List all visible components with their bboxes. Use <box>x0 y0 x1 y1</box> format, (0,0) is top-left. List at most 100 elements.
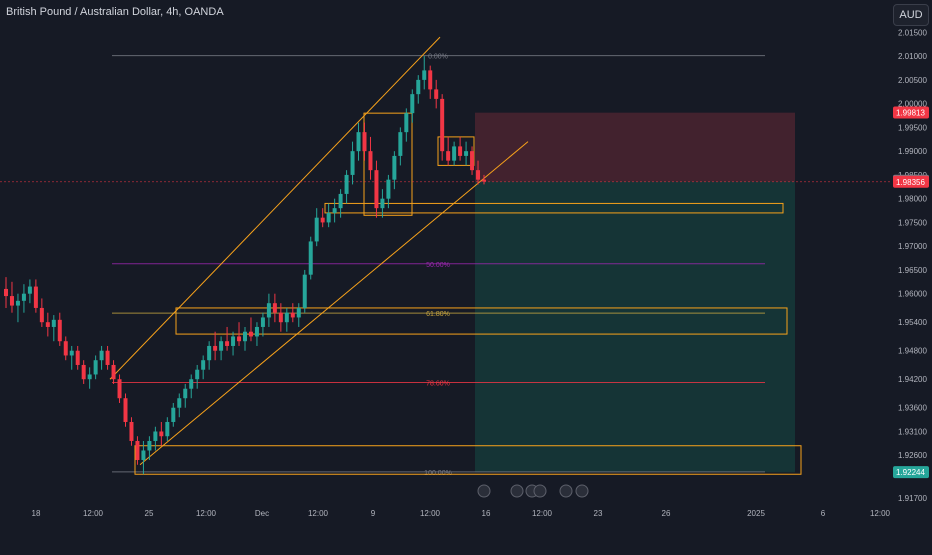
y-tick-label: 2.01500 <box>898 28 927 37</box>
candle-body <box>380 198 385 209</box>
candle-body <box>129 421 134 441</box>
candle-body <box>117 379 122 399</box>
candle-body <box>464 151 469 156</box>
candle-body <box>237 336 242 342</box>
candle-body <box>219 341 224 351</box>
x-tick-label: 9 <box>371 509 376 518</box>
candle-body <box>344 174 349 194</box>
x-tick-label: 12:00 <box>308 509 329 518</box>
x-tick-label: 12:00 <box>870 509 891 518</box>
candle-body <box>225 341 230 346</box>
x-tick-label: 6 <box>821 509 826 518</box>
fib-level-label: 50.00% <box>426 262 450 269</box>
candle-body <box>248 331 253 337</box>
candle-body <box>266 303 271 318</box>
x-tick-label: 25 <box>145 509 154 518</box>
candle-body <box>165 421 170 437</box>
price-tag-label: 1.92244 <box>896 468 925 477</box>
event-marker-icon[interactable] <box>575 484 589 498</box>
price-tag-bg <box>893 175 929 188</box>
candle-body <box>9 296 14 306</box>
candle-body <box>45 322 50 327</box>
x-tick-label: Dec <box>255 509 269 518</box>
candle-body <box>254 326 259 337</box>
y-tick-label: 1.93100 <box>898 427 927 436</box>
y-tick-label: 1.94800 <box>898 347 927 356</box>
price-tag-label: 1.98356 <box>896 178 925 187</box>
event-marker-icon[interactable] <box>477 484 491 498</box>
candle-body <box>398 132 403 156</box>
x-tick-label: 18 <box>32 509 41 518</box>
candle-body <box>231 336 236 346</box>
x-tick-label: 12:00 <box>196 509 217 518</box>
candle-body <box>422 70 427 80</box>
candle-body <box>189 379 194 389</box>
candle-body <box>440 98 445 152</box>
candle-body <box>111 364 116 380</box>
y-tick-label: 1.97000 <box>898 242 927 251</box>
candle-body <box>260 317 265 327</box>
stop-loss-zone <box>475 112 795 182</box>
candle-body <box>428 70 433 90</box>
price-tag-label: 1.99813 <box>896 109 925 118</box>
fib-level-label: 61.80% <box>426 311 450 318</box>
candle-body <box>171 407 176 422</box>
candle-body <box>452 146 457 161</box>
candle-body <box>207 345 212 361</box>
candle-body <box>141 450 146 460</box>
channel-line <box>139 141 529 466</box>
demand-line-box <box>324 202 784 214</box>
candle-body <box>4 288 8 297</box>
y-tick-label: 1.98000 <box>898 195 927 204</box>
y-tick-label: 1.94200 <box>898 375 927 384</box>
candle-body <box>75 350 80 365</box>
candle-body <box>434 89 439 99</box>
y-tick-label: 2.00500 <box>898 76 927 85</box>
y-tick-label: 1.97500 <box>898 218 927 227</box>
candle-body <box>320 217 325 223</box>
candle-body <box>195 369 200 380</box>
candle-body <box>183 388 188 399</box>
currency-button[interactable]: AUD <box>893 4 929 26</box>
candle-body <box>123 398 128 422</box>
candle-body <box>458 146 463 156</box>
x-tick-label: 2025 <box>747 509 765 518</box>
y-tick-label: 2.00000 <box>898 100 927 109</box>
candle-body <box>105 350 110 365</box>
y-tick-label: 1.93600 <box>898 404 927 413</box>
candle-body <box>338 193 343 209</box>
candle-body <box>33 286 38 308</box>
fib-level-label: 78.60% <box>426 381 450 388</box>
supply-box <box>437 136 475 166</box>
candle-body <box>446 151 451 161</box>
candle-body <box>326 212 331 223</box>
candle-body <box>362 132 367 152</box>
event-marker-icon[interactable] <box>533 484 547 498</box>
candle-body <box>63 341 68 356</box>
x-tick-label: 12:00 <box>420 509 441 518</box>
candle-body <box>416 79 421 95</box>
x-tick-label: 16 <box>482 509 491 518</box>
candle-body <box>392 155 397 180</box>
event-marker-icon[interactable] <box>510 484 524 498</box>
candle-body <box>201 360 206 370</box>
candle-body <box>374 170 379 209</box>
candle-body <box>243 331 247 342</box>
candle-body <box>356 132 361 152</box>
candle-body <box>81 364 86 380</box>
candle-body <box>278 312 283 323</box>
top-box <box>363 112 413 216</box>
symbol-title: British Pound / Australian Dollar, 4h, O… <box>6 6 224 18</box>
price-tag-bg <box>893 466 929 479</box>
bottom-box <box>134 445 802 475</box>
y-tick-label: 1.92600 <box>898 451 927 460</box>
candle-body <box>153 431 158 441</box>
event-marker-icon[interactable] <box>559 484 573 498</box>
y-tick-label: 1.99500 <box>898 123 927 132</box>
candle-body <box>386 179 391 199</box>
candle-body <box>410 94 415 114</box>
candle-body <box>135 440 140 460</box>
candle-body <box>15 300 20 306</box>
